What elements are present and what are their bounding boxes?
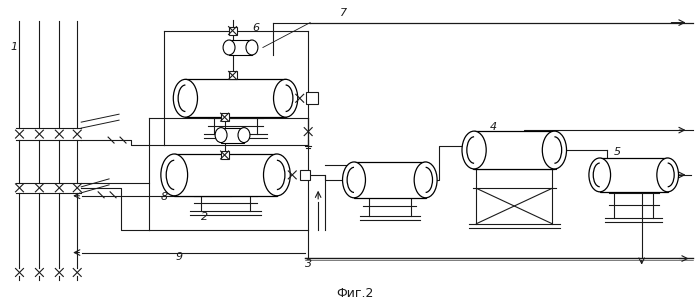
Text: 9: 9 bbox=[175, 252, 183, 261]
Ellipse shape bbox=[223, 40, 235, 55]
Ellipse shape bbox=[173, 79, 198, 117]
Text: 1: 1 bbox=[10, 43, 17, 52]
Ellipse shape bbox=[215, 128, 227, 143]
Text: 6: 6 bbox=[252, 22, 259, 33]
Bar bbox=[221, 128, 244, 143]
Text: 8: 8 bbox=[161, 192, 168, 202]
Ellipse shape bbox=[657, 158, 679, 192]
Ellipse shape bbox=[238, 128, 250, 143]
Bar bbox=[354, 162, 426, 198]
Text: 3: 3 bbox=[305, 259, 312, 270]
Ellipse shape bbox=[264, 154, 290, 196]
Ellipse shape bbox=[161, 154, 187, 196]
Text: 4: 4 bbox=[489, 122, 496, 132]
Bar bbox=[221, 151, 229, 159]
Bar bbox=[221, 113, 229, 121]
Bar bbox=[229, 71, 236, 79]
Bar bbox=[305, 92, 317, 104]
Bar bbox=[229, 26, 236, 34]
Text: Фиг.2: Фиг.2 bbox=[336, 287, 374, 300]
Bar bbox=[600, 158, 668, 192]
Text: 5: 5 bbox=[614, 147, 621, 157]
Ellipse shape bbox=[415, 162, 437, 198]
Bar bbox=[185, 79, 286, 117]
Ellipse shape bbox=[343, 162, 366, 198]
Bar bbox=[229, 40, 252, 55]
Ellipse shape bbox=[542, 131, 566, 169]
Bar bbox=[174, 154, 277, 196]
Bar bbox=[474, 131, 554, 169]
Text: 7: 7 bbox=[340, 8, 347, 18]
Ellipse shape bbox=[589, 158, 611, 192]
Text: 2: 2 bbox=[201, 212, 208, 222]
Bar bbox=[301, 170, 310, 180]
Ellipse shape bbox=[246, 40, 258, 55]
Ellipse shape bbox=[462, 131, 487, 169]
Ellipse shape bbox=[273, 79, 298, 117]
